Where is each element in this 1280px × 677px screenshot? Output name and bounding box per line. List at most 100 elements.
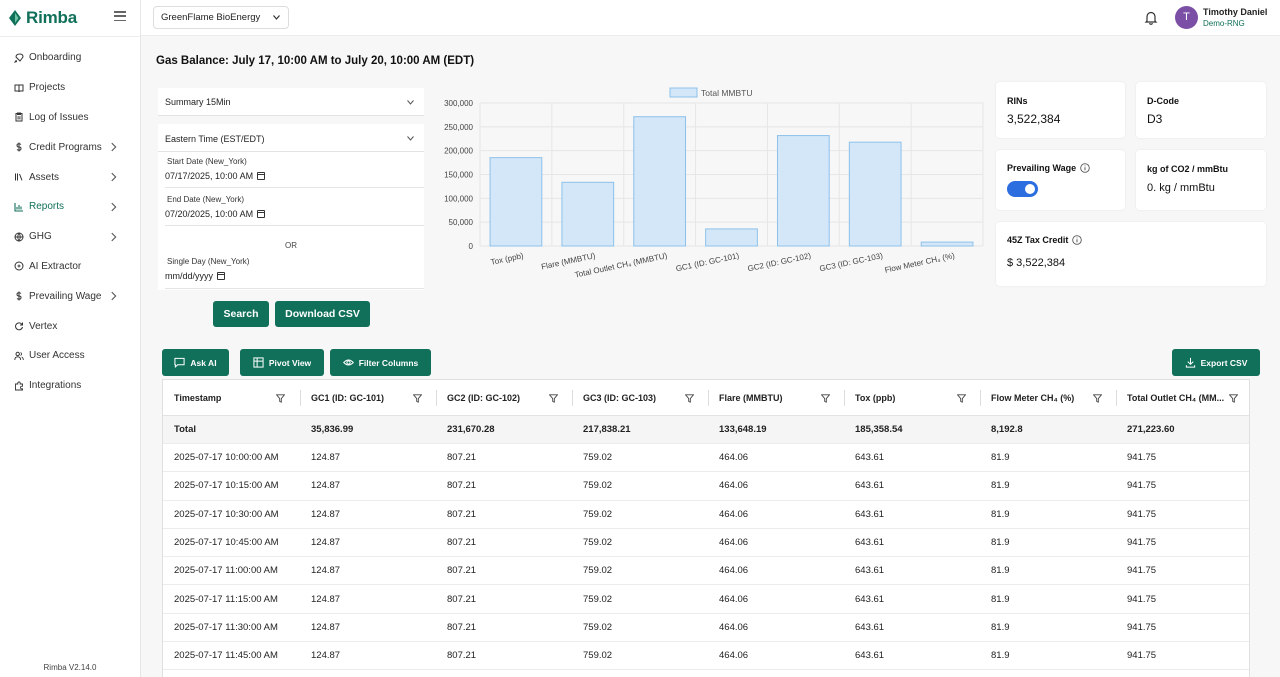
table-cell: 759.02 — [583, 508, 613, 520]
sidebar-item-reports[interactable]: Reports — [0, 192, 140, 222]
avatar[interactable]: T — [1175, 6, 1198, 29]
filter-icon[interactable] — [821, 394, 830, 403]
table-cell: 8,192.8 — [991, 424, 1023, 435]
sidebar-item-label: AI Extractor — [29, 260, 82, 272]
table-cell: 133,648.19 — [719, 424, 767, 435]
column-header[interactable]: Tox (ppb) — [855, 392, 896, 403]
dollar-icon — [16, 291, 22, 301]
filter-icon[interactable] — [685, 394, 694, 403]
table-cell: 941.75 — [1127, 452, 1157, 464]
column-header[interactable]: GC1 (ID: GC-101) — [311, 392, 385, 403]
sidebar-item-prevailing-wage[interactable]: Prevailing Wage — [0, 281, 140, 311]
info-icon[interactable] — [1080, 163, 1090, 173]
table-cell: 759.02 — [583, 621, 613, 633]
table-cell: 941.75 — [1127, 621, 1157, 633]
table-cell: 271,223.60 — [1127, 424, 1175, 435]
sidebar-nav: Onboarding Projects Log of Issues Credit Pr… — [0, 43, 140, 401]
table-cell: 643.61 — [855, 650, 885, 662]
bar — [633, 116, 687, 247]
sidebar-item-integrations[interactable]: Integrations — [0, 371, 140, 401]
sidebar-item-credit-programs[interactable]: Credit Programs — [0, 132, 140, 162]
single-day-input[interactable]: mm/dd/yyyy — [165, 271, 424, 289]
date-filter-panel: Eastern Time (EST/EDT) Start Date (New_Y… — [158, 124, 424, 290]
sidebar-item-projects[interactable]: Projects — [0, 73, 140, 103]
sidebar-item-vertex[interactable]: Vertex — [0, 311, 140, 341]
prevailing-wage-label: Prevailing Wage — [1007, 163, 1077, 173]
table-row[interactable]: 2025-07-17 11:30:00 AM 124.87 807.21 759.02… — [163, 614, 1249, 643]
column-header[interactable]: Flare (MMBTU) — [719, 392, 783, 403]
table-row[interactable]: 2025-07-17 10:00:00 AM 124.87 807.21 759.02… — [163, 444, 1249, 473]
table-cell: 759.02 — [583, 452, 613, 464]
info-icon[interactable] — [1072, 235, 1083, 245]
filter-icon[interactable] — [276, 394, 285, 403]
table-cell: 643.61 — [855, 480, 885, 492]
column-header[interactable]: GC3 (ID: GC-103) — [583, 392, 657, 403]
table-cell: 124.87 — [311, 537, 341, 549]
start-date-input[interactable]: 07/17/2025, 10:00 AM — [165, 171, 424, 188]
table-cell: 2025-07-17 11:00:00 AM — [174, 565, 278, 577]
sidebar-item-onboarding[interactable]: Onboarding — [0, 43, 140, 73]
column-header[interactable]: Flow Meter CH₄ (%) — [991, 392, 1075, 403]
table-row[interactable]: 2025-07-17 10:45:00 AM 124.87 807.21 759.02… — [163, 529, 1249, 558]
pivot-view-button[interactable]: Pivot View — [240, 349, 324, 376]
table-cell: 759.02 — [583, 565, 613, 577]
summary-select[interactable]: Summary 15Min — [158, 88, 424, 116]
tax-credit-label: 45Z Tax Credit — [1007, 235, 1069, 245]
table-cell: 759.02 — [583, 537, 613, 549]
calendar-icon[interactable] — [217, 272, 226, 280]
single-day-placeholder: mm/dd/yyyy — [165, 271, 214, 281]
filter-icon[interactable] — [1229, 394, 1238, 403]
app-logo[interactable]: Rimba — [8, 8, 77, 28]
table-row[interactable]: 2025-07-17 11:45:00 AM 124.87 807.21 759.02… — [163, 642, 1249, 671]
table-row[interactable]: 2025-07-17 11:15:00 AM 124.87 807.21 759.02… — [163, 586, 1249, 614]
filter-columns-label: Filter Columns — [358, 357, 419, 368]
filter-icon[interactable] — [957, 394, 966, 403]
table-cell: 81.9 — [991, 537, 1010, 549]
menu-toggle-icon[interactable] — [114, 11, 126, 22]
sidebar-item-ghg[interactable]: GHG — [0, 222, 140, 252]
table-cell: 185,358.54 — [855, 424, 903, 435]
sidebar-item-label: Credit Programs — [29, 141, 102, 153]
table-cell: 81.9 — [991, 480, 1010, 492]
bar-chart-icon — [14, 202, 23, 212]
prevailing-wage-toggle[interactable] — [1007, 181, 1038, 197]
column-header[interactable]: Total Outlet CH₄ (MM... — [1127, 392, 1225, 403]
bell-icon[interactable] — [1144, 10, 1158, 25]
sidebar-item-user-access[interactable]: User Access — [0, 341, 140, 371]
sidebar-item-assets[interactable]: Assets — [0, 162, 140, 192]
sidebar-item-ai-extractor[interactable]: AI Extractor — [0, 252, 140, 282]
bar — [489, 157, 543, 247]
table-row[interactable]: 2025-07-17 10:15:00 AM 124.87 807.21 759.02… — [163, 472, 1249, 501]
table-cell: 643.61 — [855, 621, 885, 633]
table-cell: 2025-07-17 11:30:00 AM — [174, 621, 278, 633]
column-header[interactable]: Timestamp — [174, 392, 222, 403]
sidebar-item-label: Reports — [29, 201, 65, 213]
table-cell: 464.06 — [719, 593, 749, 605]
filter-icon[interactable] — [413, 394, 422, 403]
table-cell: 124.87 — [311, 480, 341, 492]
column-header[interactable]: GC2 (ID: GC-102) — [447, 392, 521, 403]
table-row[interactable]: 2025-07-17 10:30:00 AM 124.87 807.21 759.02… — [163, 501, 1249, 529]
ask-ai-button[interactable]: Ask AI — [162, 349, 229, 376]
table-cell: 2025-07-17 11:45:00 AM — [174, 650, 278, 662]
refresh-icon — [15, 322, 23, 331]
chevron-right-icon — [111, 202, 117, 212]
search-button[interactable]: Search — [213, 301, 269, 327]
sidebar-item-log-of-issues[interactable]: Log of Issues — [0, 103, 140, 133]
org-selector[interactable]: GreenFlame BioEnergy — [153, 6, 290, 29]
export-csv-button[interactable]: Export CSV — [1172, 349, 1260, 376]
filter-icon[interactable] — [549, 394, 558, 403]
filter-icon[interactable] — [1093, 394, 1102, 403]
table-total-row[interactable]: Total 35,836.99 231,670.28 217,838.21 133,64… — [163, 416, 1249, 444]
rins-card-value: 3,522,384 — [1007, 112, 1061, 126]
sidebar-item-label: Integrations — [29, 380, 82, 392]
download-csv-button[interactable]: Download CSV — [275, 301, 370, 327]
calendar-icon[interactable] — [257, 172, 266, 180]
table-cell: 81.9 — [991, 650, 1010, 662]
end-date-input[interactable]: 07/20/2025, 10:00 AM — [165, 209, 424, 226]
chevron-right-icon — [111, 172, 117, 182]
calendar-icon[interactable] — [257, 210, 266, 218]
timezone-select[interactable]: Eastern Time (EST/EDT) — [158, 124, 424, 152]
table-row[interactable]: 2025-07-17 11:00:00 AM 124.87 807.21 759.02… — [163, 557, 1249, 586]
filter-columns-button[interactable]: Filter Columns — [330, 349, 431, 376]
